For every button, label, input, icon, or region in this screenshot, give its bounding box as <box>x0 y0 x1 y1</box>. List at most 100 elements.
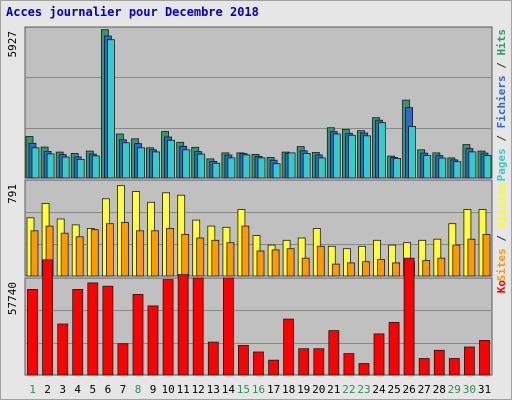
x-tick-day-24: 24 <box>372 383 386 396</box>
bar-sites-day-9 <box>151 230 159 277</box>
bar-ko-day-4 <box>72 288 84 376</box>
bar-ko-day-29 <box>448 358 460 376</box>
bar-visites-day-28 <box>433 238 442 277</box>
x-tick-day-29: 29 <box>448 383 461 396</box>
bar-sites-day-14 <box>226 242 235 277</box>
bar-ko-day-6 <box>102 285 114 376</box>
bar-ko-day-18 <box>283 318 295 376</box>
bar-sites-day-24 <box>377 258 385 277</box>
x-tick-day-18: 18 <box>282 383 295 396</box>
bar-sites-day-21 <box>331 263 340 277</box>
x-tick-day-15: 15 <box>237 383 250 396</box>
bar-ko-day-24 <box>373 333 385 376</box>
x-tick-day-16: 16 <box>252 383 265 396</box>
bar-ko-day-17 <box>268 359 280 376</box>
bar-ko-day-14 <box>222 277 234 376</box>
max-label-top: 5927 <box>6 31 19 58</box>
bar-pages-day-12 <box>197 153 206 179</box>
bar-sites-day-7 <box>121 222 129 277</box>
x-tick-day-8: 8 <box>135 383 142 396</box>
bar-sites-day-28 <box>437 257 446 277</box>
x-tick-day-30: 30 <box>463 383 476 396</box>
bar-ko-day-9 <box>147 305 159 376</box>
bar-ko-day-22 <box>343 353 355 376</box>
bar-sites-day-15 <box>241 225 250 277</box>
bar-ko-day-2 <box>42 259 53 376</box>
x-tick-day-14: 14 <box>222 383 236 396</box>
bar-sites-day-1 <box>30 230 39 277</box>
bar-pages-day-3 <box>61 156 70 179</box>
bar-pages-day-7 <box>122 142 130 179</box>
x-tick-day-2: 2 <box>44 383 51 396</box>
x-tick-day-5: 5 <box>89 383 96 396</box>
bar-ko-day-11 <box>177 274 189 376</box>
bar-sites-day-18 <box>286 248 295 277</box>
bar-sites-day-8 <box>136 230 144 277</box>
bar-sites-day-22 <box>346 262 355 277</box>
legend-bot: Ko <box>495 280 508 294</box>
bar-pages-day-5 <box>91 155 100 179</box>
x-tick-day-13: 13 <box>207 383 220 396</box>
x-tick-day-19: 19 <box>297 383 310 396</box>
bar-pages-day-15 <box>242 154 251 179</box>
bar-pages-day-22 <box>347 134 356 179</box>
x-tick-day-12: 12 <box>192 383 205 396</box>
legend-top-part-1: / <box>495 128 508 148</box>
bar-pages-day-24 <box>378 122 386 179</box>
x-tick-day-27: 27 <box>418 383 431 396</box>
bar-visites-day-24 <box>373 239 381 277</box>
bar-sites-day-11 <box>181 233 190 277</box>
x-tick-day-4: 4 <box>74 383 81 396</box>
x-tick-day-22: 22 <box>342 383 355 396</box>
legend-top-part-3: / <box>495 56 508 76</box>
bar-ko-day-25 <box>388 321 400 376</box>
bar-pages-day-21 <box>332 133 341 179</box>
x-tick-day-28: 28 <box>433 383 446 396</box>
bar-pages-day-20 <box>317 157 326 179</box>
x-tick-day-25: 25 <box>387 383 400 396</box>
x-tick-day-20: 20 <box>312 383 325 396</box>
bar-ko-day-8 <box>132 293 144 376</box>
bar-visites-day-23 <box>358 245 366 277</box>
bar-visites-day-21 <box>327 245 336 277</box>
chart-title: Acces journalier pour Decembre 2018 <box>6 5 259 19</box>
bar-pages-day-23 <box>363 135 371 179</box>
x-tick-day-17: 17 <box>267 383 280 396</box>
bar-sites-day-13 <box>211 239 220 277</box>
x-tick-day-26: 26 <box>402 383 415 396</box>
bar-sites-day-31 <box>482 233 491 277</box>
x-tick-day-11: 11 <box>177 383 190 396</box>
x-tick-day-6: 6 <box>105 383 112 396</box>
bar-sites-day-12 <box>196 237 205 277</box>
bar-ko-day-23 <box>358 363 370 376</box>
bar-pages-day-6 <box>107 39 115 179</box>
x-tick-day-23: 23 <box>357 383 370 396</box>
bar-ko-day-20 <box>313 348 325 376</box>
bar-ko-day-3 <box>57 323 69 376</box>
legend-mid-part-0: Sites <box>495 248 508 281</box>
bar-pages-day-4 <box>76 158 85 179</box>
bar-pages-day-10 <box>167 139 176 179</box>
bar-ko-day-5 <box>87 282 99 376</box>
legend-top-part-0: Pages <box>495 148 508 181</box>
bar-pages-day-18 <box>287 152 296 179</box>
x-tick-day-9: 9 <box>150 383 157 396</box>
bar-ko-day-7 <box>117 343 129 376</box>
legend-top-part-2: Fichiers <box>495 75 508 128</box>
bar-pages-day-13 <box>212 162 221 179</box>
bar-sites-day-29 <box>452 244 461 277</box>
bar-pages-day-2 <box>46 153 55 179</box>
legend-top-part-4: Hits <box>495 29 508 56</box>
x-tick-day-21: 21 <box>327 383 340 396</box>
bar-ko-day-1 <box>27 288 38 376</box>
bar-ko-day-10 <box>162 279 174 376</box>
bar-pages-day-14 <box>227 157 236 179</box>
bar-pages-day-28 <box>438 157 447 179</box>
x-tick-day-7: 7 <box>120 383 127 396</box>
legend-top: Pages / Fichiers / Hits <box>495 29 508 181</box>
bar-sites-day-23 <box>362 261 370 277</box>
bar-ko-day-12 <box>192 277 204 376</box>
legend-mid-part-2: Visites <box>495 182 508 228</box>
bar-sites-day-5 <box>90 229 99 277</box>
